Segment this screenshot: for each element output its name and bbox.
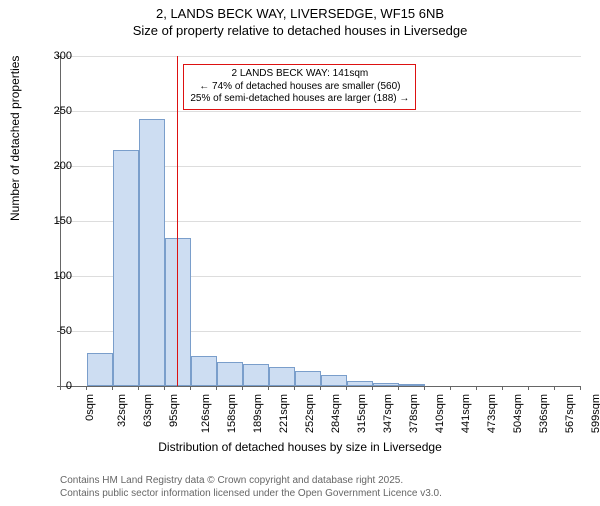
x-tick-mark [164,386,165,390]
x-tick-label: 441sqm [460,394,472,433]
x-tick-mark [502,386,503,390]
annotation-line: 25% of semi-detached houses are larger (… [190,93,409,106]
annotation-line: ← 74% of detached houses are smaller (56… [190,81,409,94]
footer-attribution: Contains HM Land Registry data © Crown c… [60,475,442,500]
x-tick-mark [112,386,113,390]
x-tick-mark [528,386,529,390]
x-tick-mark [138,386,139,390]
x-tick-mark [398,386,399,390]
chart-plot-area: 2 LANDS BECK WAY: 141sqm← 74% of detache… [60,56,581,387]
x-tick-mark [216,386,217,390]
x-axis-label: Distribution of detached houses by size … [0,440,600,454]
x-tick-mark [580,386,581,390]
x-tick-mark [372,386,373,390]
x-tick-label: 315sqm [356,394,368,433]
x-tick-label: 347sqm [382,394,394,433]
x-tick-label: 95sqm [168,394,180,427]
x-tick-mark [346,386,347,390]
x-tick-mark [320,386,321,390]
x-tick-label: 378sqm [408,394,420,433]
x-tick-mark [86,386,87,390]
histogram-bar [399,384,425,386]
y-tick-label: 100 [42,270,72,282]
y-axis-label: Number of detached properties [8,56,22,221]
annotation-box: 2 LANDS BECK WAY: 141sqm← 74% of detache… [183,64,416,110]
reference-line [177,56,178,386]
x-tick-label: 252sqm [304,394,316,433]
y-tick-label: 150 [42,215,72,227]
x-tick-label: 473sqm [486,394,498,433]
grid-line [61,111,581,112]
histogram-bar [295,371,321,386]
annotation-line: 2 LANDS BECK WAY: 141sqm [190,68,409,81]
footer-line1: Contains HM Land Registry data © Crown c… [60,475,442,488]
histogram-bar [269,367,295,386]
y-tick-label: 200 [42,160,72,172]
x-tick-label: 189sqm [252,394,264,433]
histogram-bar [139,119,165,386]
x-tick-label: 32sqm [116,394,128,427]
footer-line2: Contains public sector information licen… [60,488,442,501]
x-tick-label: 410sqm [434,394,446,433]
y-tick-label: 300 [42,50,72,62]
histogram-bar [373,383,399,386]
x-tick-label: 0sqm [84,394,96,421]
grid-line [61,56,581,57]
x-tick-mark [242,386,243,390]
x-tick-mark [268,386,269,390]
x-tick-mark [554,386,555,390]
x-tick-mark [424,386,425,390]
x-tick-mark [294,386,295,390]
y-tick-label: 250 [42,105,72,117]
x-tick-label: 504sqm [512,394,524,433]
x-tick-label: 567sqm [564,394,576,433]
x-tick-label: 536sqm [538,394,550,433]
y-tick-label: 50 [42,325,72,337]
x-tick-label: 284sqm [330,394,342,433]
histogram-bar [87,353,113,386]
x-tick-mark [476,386,477,390]
histogram-bar [191,356,217,386]
x-tick-label: 599sqm [590,394,600,433]
x-tick-mark [190,386,191,390]
x-tick-label: 158sqm [226,394,238,433]
x-tick-label: 63sqm [142,394,154,427]
x-tick-label: 221sqm [278,394,290,433]
histogram-bar [347,381,373,387]
histogram-bar [113,150,139,387]
y-tick-label: 0 [42,380,72,392]
chart-title-line2: Size of property relative to detached ho… [0,23,600,38]
x-tick-label: 126sqm [200,394,212,433]
x-tick-mark [450,386,451,390]
histogram-bar [217,362,243,386]
histogram-bar [321,375,347,386]
chart-title-line1: 2, LANDS BECK WAY, LIVERSEDGE, WF15 6NB [0,6,600,21]
histogram-bar [243,364,269,386]
x-tick-mark [60,386,61,390]
